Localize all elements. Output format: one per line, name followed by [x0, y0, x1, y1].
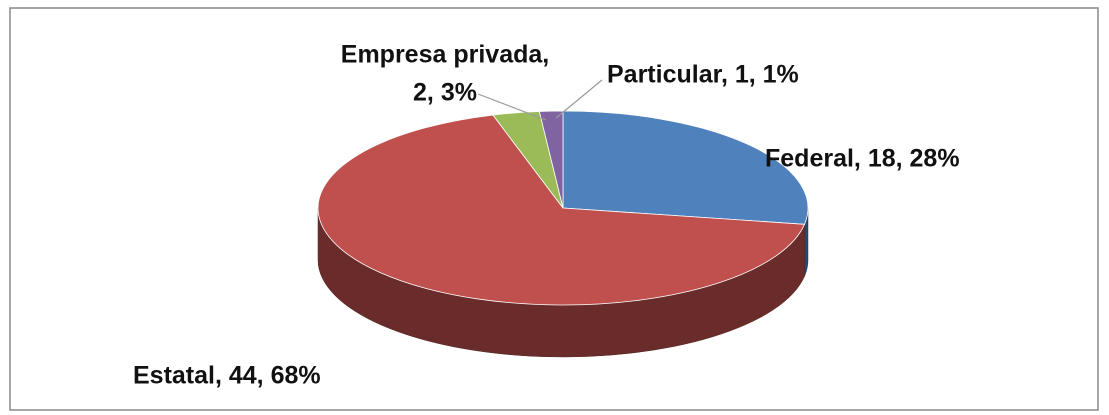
- labels: Federal, 18, 28% Estatal, 44, 68% Empresa …: [133, 41, 960, 390]
- pie-slice: [538, 110, 564, 209]
- data-label: Particular, 1, 1%: [607, 61, 799, 89]
- leader-line: [555, 79, 603, 119]
- leader-line: [477, 93, 547, 121]
- pie-slice: [562, 110, 809, 225]
- pie-slice: [317, 114, 806, 306]
- data-label: 2, 3%: [413, 79, 477, 107]
- data-label: Empresa privada,: [341, 41, 549, 69]
- pie: [317, 110, 809, 358]
- data-label: Federal, 18, 28%: [765, 145, 960, 173]
- data-label: Estatal, 44, 68%: [133, 362, 321, 390]
